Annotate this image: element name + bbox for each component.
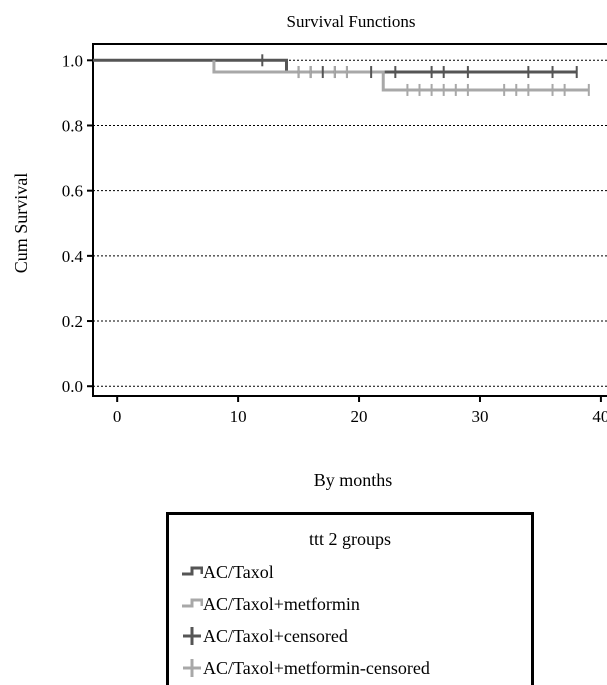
y-axis-label: Cum Survival bbox=[11, 173, 31, 274]
y-tick-label: 0.4 bbox=[62, 247, 84, 266]
x-axis-label: By months bbox=[314, 470, 393, 490]
legend-item: AC/Taxol+censored bbox=[181, 623, 348, 649]
legend-title: ttt 2 groups bbox=[308, 529, 391, 549]
y-tick-label: 0.6 bbox=[62, 182, 83, 201]
survival-curves bbox=[93, 58, 589, 92]
plot-frame bbox=[92, 43, 607, 397]
series-ac-taxol-metformin-line bbox=[212, 60, 589, 92]
legend: ttt 2 groups AC/Taxol AC/Taxol+metformin A… bbox=[166, 512, 534, 685]
x-tick-label: 30 bbox=[471, 407, 488, 426]
y-tick-label: 0.0 bbox=[62, 377, 83, 396]
gridlines bbox=[93, 59, 607, 387]
legend-item-label: AC/Taxol+metformin bbox=[203, 593, 360, 614]
legend-item-label: AC/Taxol bbox=[203, 561, 274, 582]
legend-item-label: AC/Taxol+metformin-censored bbox=[203, 657, 430, 678]
legend-step-icon bbox=[182, 566, 203, 576]
x-tick-label: 20 bbox=[351, 407, 368, 426]
legend-cross-icon bbox=[183, 659, 201, 677]
y-tick-label: 1.0 bbox=[62, 51, 83, 70]
x-tick-label: 10 bbox=[230, 407, 247, 426]
y-tick-label: 0.2 bbox=[62, 312, 83, 331]
legend-item-label: AC/Taxol+censored bbox=[203, 625, 348, 646]
survival-chart: Survival Functions 0.0 0.2 0.4 0.6 0.8 1.0 0 1… bbox=[11, 12, 607, 490]
legend-item: AC/Taxol bbox=[181, 559, 274, 585]
censor-marks bbox=[261, 54, 590, 96]
x-axis: 0 10 20 30 40 bbox=[113, 396, 607, 426]
legend-cross-icon bbox=[183, 627, 201, 645]
x-tick-label: 0 bbox=[113, 407, 122, 426]
y-tick-label: 0.8 bbox=[62, 116, 83, 135]
y-axis: 0.0 0.2 0.4 0.6 0.8 1.0 bbox=[62, 51, 93, 396]
legend-item: AC/Taxol+metformin bbox=[181, 591, 360, 617]
x-tick-label: 40 bbox=[592, 407, 607, 426]
legend-item: AC/Taxol+metformin-censored bbox=[181, 655, 430, 681]
legend-step-icon bbox=[182, 598, 203, 608]
chart-title: Survival Functions bbox=[287, 12, 416, 31]
